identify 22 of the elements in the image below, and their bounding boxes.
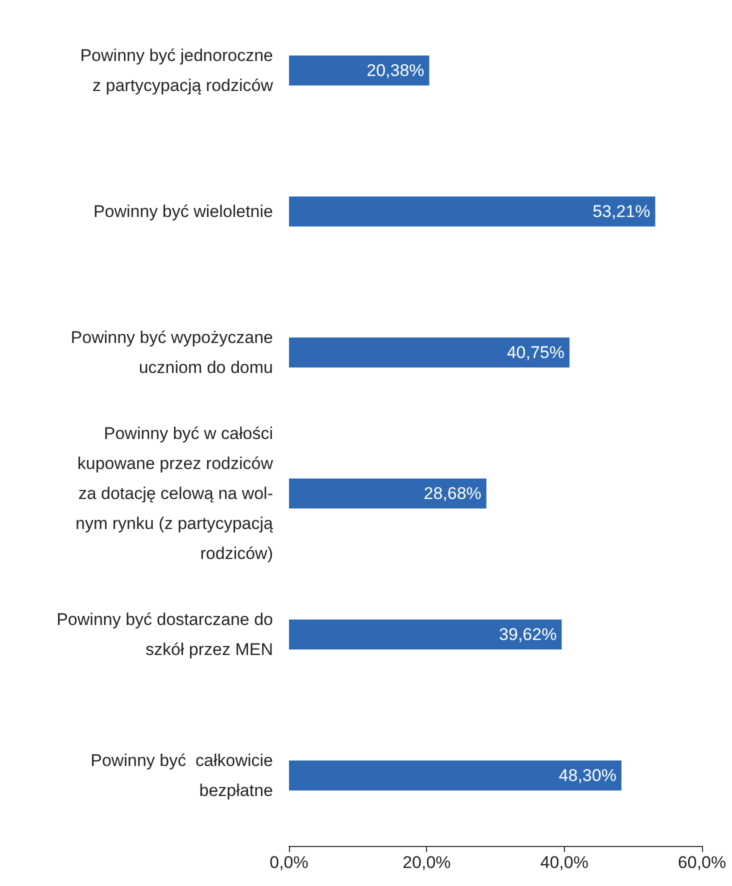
y-tick-label: Powinny być całkowicie bezpłatne	[90, 751, 273, 800]
y-tick-label: Powinny być wieloletnie	[93, 202, 273, 221]
x-tick-label: 20,0%	[402, 853, 451, 872]
bar	[289, 196, 656, 226]
data-label: 40,75%	[506, 343, 564, 362]
bar	[289, 56, 430, 86]
bar	[289, 760, 622, 790]
data-label: 39,62%	[499, 625, 557, 644]
y-tick-label: Powinny być w całości kupowane przez rodziców za dotację celową na wol- nym rynku (z partycypacją rodziców)	[76, 424, 274, 563]
x-tick-label: 0,0%	[270, 853, 308, 872]
bar	[289, 478, 486, 508]
data-label: 20,38%	[366, 61, 424, 80]
y-tick-label: Powinny być dostarczane do szkół przez MEN	[56, 610, 273, 659]
bar	[289, 338, 570, 368]
data-label: 28,68%	[424, 484, 482, 503]
x-tick-label: 60,0%	[678, 853, 726, 872]
y-tick-label: Powinny być wypożyczane uczniom do domu	[70, 328, 273, 377]
data-label: 48,30%	[558, 766, 616, 785]
data-label: 53,21%	[592, 202, 650, 221]
x-tick-label: 40,0%	[540, 853, 588, 872]
y-tick-label: Powinny być jednoroczne z partycypacją rodziców	[80, 46, 274, 95]
bar	[289, 620, 562, 650]
